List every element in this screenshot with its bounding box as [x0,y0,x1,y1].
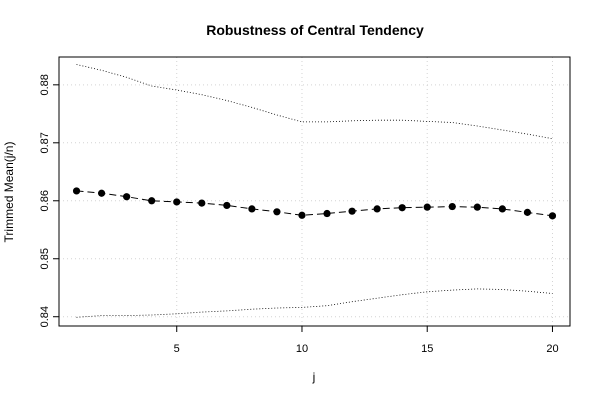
y-tick-label: 0.85 [39,248,51,269]
lower-bound-line [76,288,553,318]
mean-point [473,203,481,211]
mean-point [173,198,181,206]
x-tick-label: 20 [546,343,558,355]
plot-frame [58,56,571,327]
y-tick-label: 0.87 [39,132,51,153]
x-axis-label: j [312,370,316,384]
x-tick-label: 15 [421,343,433,355]
x-axis: 5 10 15 20 [174,326,559,355]
grid [59,57,570,326]
mean-point [198,199,206,207]
mean-point [498,205,506,213]
mean-point [298,211,306,219]
mean-point [97,189,106,197]
upper-bound-line [76,64,553,140]
y-axis-label: Trimmed Mean(j/n) [2,142,16,243]
y-axis: 0.84 0.85 0.86 0.87 0.88 [39,74,59,327]
mean-point [148,197,156,205]
x-tick-label: 10 [296,343,308,355]
y-tick-label: 0.86 [39,190,51,211]
mean-point [273,208,281,216]
mean-point [423,203,431,211]
mean-point [348,207,356,215]
mean-point [123,193,131,201]
mean-point [373,205,381,213]
series-layer [72,64,557,318]
mean-point [223,201,231,210]
chart-title: Robustness of Central Tendency [206,22,424,38]
mean-point [398,204,406,212]
mean-point [548,212,557,220]
mean-point [448,202,456,211]
mean-point [248,205,256,213]
x-tick-label: 5 [174,343,180,355]
y-tick-label: 0.84 [39,306,51,327]
mean-point [523,208,532,216]
mean-line [76,190,553,217]
mean-point [72,187,81,195]
mean-point [323,209,331,218]
y-tick-label: 0.88 [39,74,51,95]
